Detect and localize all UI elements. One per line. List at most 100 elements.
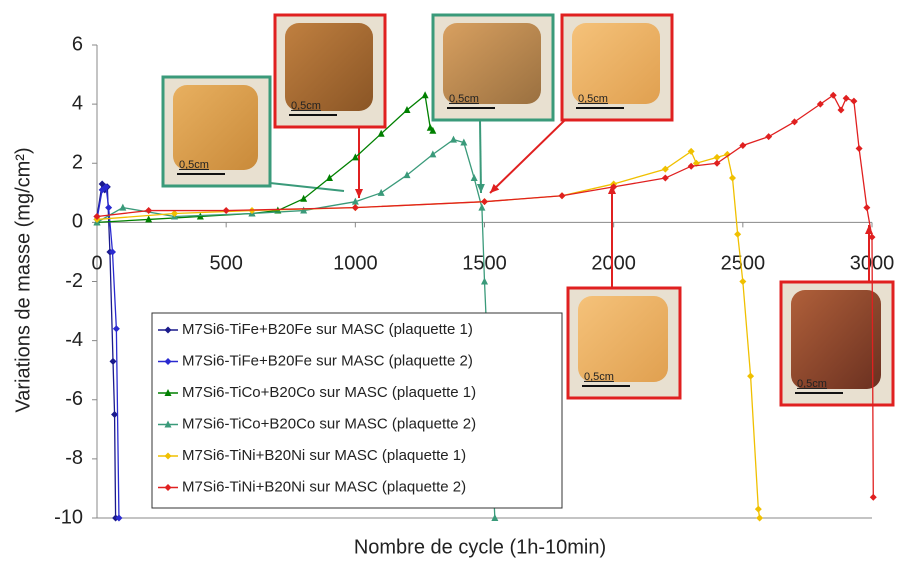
scale-label: 0,5cm: [797, 378, 827, 390]
x-tick-label: 2500: [721, 253, 766, 275]
annotation-arrowhead: [476, 183, 485, 193]
legend-marker: [164, 420, 172, 428]
data-point: [791, 118, 798, 126]
data-point: [729, 174, 736, 182]
legend-marker: [164, 326, 172, 334]
legend-marker: [164, 389, 172, 396]
annotations: 0,5cm 0,5cm 0,5cm 0,5cm 0,5cm 0,5cm: [161, 13, 895, 407]
annotation-connector: [269, 182, 345, 192]
data-point: [102, 183, 110, 191]
data-point: [481, 198, 488, 206]
data-point: [115, 514, 123, 522]
data-point: [109, 248, 116, 256]
y-tick-label: 0: [72, 211, 83, 233]
data-point: [661, 165, 669, 173]
photo-sample: [791, 290, 881, 389]
data-point: [481, 277, 488, 285]
data-point: [429, 150, 437, 158]
data-point: [421, 91, 429, 99]
y-tick-label: -2: [65, 270, 83, 292]
data-point: [300, 194, 308, 202]
data-point: [765, 133, 773, 141]
scale-label: 0,5cm: [449, 93, 479, 105]
scale-label: 0,5cm: [291, 100, 321, 112]
data-point: [478, 203, 486, 211]
data-point: [171, 210, 178, 218]
legend-marker: [164, 358, 172, 365]
data-point: [687, 147, 695, 155]
data-point: [145, 207, 153, 215]
data-point: [403, 171, 411, 179]
series-line: [96, 94, 874, 498]
data-point: [869, 493, 877, 501]
legend: M7Si6-TiFe+B20Fe sur MASC (plaquette 1) M…: [151, 312, 563, 509]
legend-label: M7Si6-TiNi+B20Ni sur MASC (plaquette 2): [182, 478, 466, 495]
annotation-connector: [479, 119, 482, 194]
data-point: [109, 357, 117, 365]
legend-marker: [164, 484, 172, 491]
data-point: [351, 153, 359, 161]
x-tick-label: 2000: [591, 253, 636, 275]
data-point: [747, 372, 755, 380]
data-point: [111, 411, 119, 419]
y-tick-label: 6: [72, 33, 83, 55]
y-tick-label: -8: [65, 447, 83, 469]
photo-sample: [572, 23, 660, 104]
data-point: [460, 138, 468, 146]
legend-label: M7Si6-TiFe+B20Fe sur MASC (plaquette 2): [182, 352, 473, 369]
data-point: [739, 142, 747, 150]
data-point: [112, 325, 120, 333]
photo-sample: [443, 23, 541, 104]
legend-label: M7Si6-TiFe+B20Fe sur MASC (plaquette 1): [182, 321, 473, 338]
data-point: [351, 204, 359, 212]
data-point: [756, 514, 764, 522]
series-line: [96, 181, 117, 519]
legend-label: M7Si6-TiCo+B20Co sur MASC (plaquette 2): [182, 415, 476, 432]
data-point: [734, 230, 742, 238]
data-point: [842, 94, 850, 102]
x-tick-label: 500: [209, 253, 242, 275]
x-tick-label: 0: [91, 253, 102, 275]
data-point: [739, 278, 747, 285]
data-point: [403, 106, 411, 114]
data-point: [326, 174, 333, 182]
data-point: [470, 174, 478, 182]
data-point: [713, 153, 721, 161]
y-tick-label: -6: [65, 388, 83, 410]
legend-label: M7Si6-TiNi+B20Ni sur MASC (plaquette 1): [182, 447, 466, 464]
data-point: [105, 204, 113, 212]
data-point: [816, 100, 824, 108]
data-point: [491, 514, 499, 521]
series-line: [96, 138, 496, 519]
data-point: [754, 505, 762, 513]
data-point: [863, 204, 871, 212]
data-point: [855, 144, 863, 152]
data-point: [377, 129, 385, 137]
annotation-connector: [489, 119, 566, 194]
scale-label: 0,5cm: [179, 159, 209, 171]
data-point: [687, 162, 695, 170]
data-point: [868, 233, 876, 241]
annotation-arrowhead: [490, 183, 500, 193]
data-point: [145, 215, 153, 223]
data-point: [351, 197, 359, 205]
y-tick-label: 4: [72, 92, 83, 114]
scale-label: 0,5cm: [584, 371, 614, 383]
y-tick-label: 2: [72, 152, 83, 174]
data-point: [610, 183, 618, 191]
scale-label: 0,5cm: [578, 93, 608, 105]
data-point: [713, 159, 721, 167]
data-point: [661, 174, 669, 182]
y-tick-label: -4: [65, 329, 83, 351]
data-point: [850, 97, 858, 105]
x-tick-label: 1000: [333, 253, 378, 275]
data-point: [723, 150, 731, 158]
photo-sample: [285, 23, 373, 111]
data-point: [829, 91, 837, 99]
data-point: [300, 206, 308, 214]
data-point: [450, 135, 457, 143]
data-point: [222, 207, 230, 215]
legend-label: M7Si6-TiCo+B20Co sur MASC (plaquette 1): [182, 384, 476, 401]
data-point: [429, 126, 437, 134]
